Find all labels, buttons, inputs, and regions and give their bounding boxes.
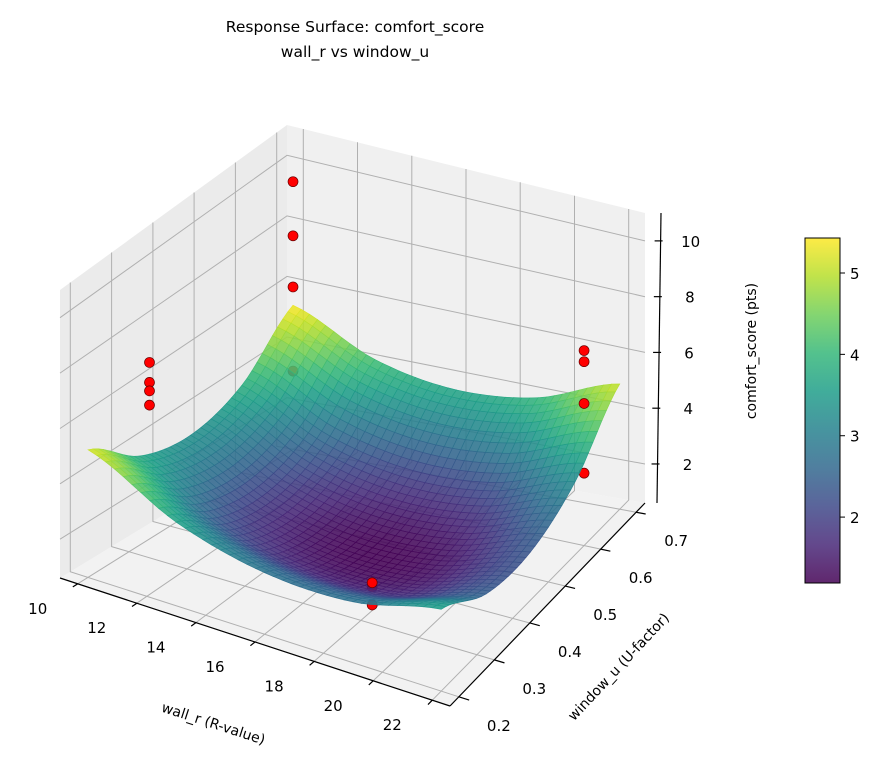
y-tick bbox=[458, 696, 470, 701]
surface bbox=[87, 304, 621, 610]
x-tick-label: 10 bbox=[28, 600, 47, 618]
colorbar: 2 3 4 5 bbox=[804, 237, 860, 584]
z-gridline bbox=[59, 275, 646, 429]
y-tick-label: 0.6 bbox=[629, 569, 653, 587]
x-tick-label: 20 bbox=[324, 697, 343, 715]
colorbar-tick-label: 3 bbox=[850, 428, 860, 446]
x-tick bbox=[72, 583, 79, 588]
colorbar-tick-label: 4 bbox=[850, 346, 860, 364]
scatter-point bbox=[144, 385, 155, 397]
colorbar-tick-label: 5 bbox=[850, 265, 860, 283]
x-tick-label: 16 bbox=[205, 658, 224, 676]
scatter-point bbox=[578, 345, 590, 356]
x-gridline bbox=[431, 209, 630, 701]
axis-lines: 10 12 14 16 18 20 22 0.2 0.3 0.4 0.5 0.6 0.7 2 4 6 8 10 bbox=[28, 212, 700, 735]
colorbar-tick-label: 2 bbox=[850, 509, 860, 527]
y-tick-label: 0.2 bbox=[487, 717, 511, 735]
visible-scatter-points bbox=[144, 176, 590, 589]
x-axis-label: wall_r (R-value) bbox=[159, 700, 267, 749]
chart-title: Response Surface: comfort_score bbox=[226, 18, 484, 37]
y-tick-label: 0.7 bbox=[664, 532, 688, 550]
y-gridline bbox=[69, 282, 460, 698]
surface-patch bbox=[431, 604, 447, 610]
scatter-point bbox=[144, 399, 155, 411]
y-tick bbox=[565, 585, 576, 590]
colorbar-fill bbox=[804, 237, 841, 584]
y-tick bbox=[494, 659, 505, 664]
y-gridline bbox=[111, 252, 495, 661]
z-tick-label: 6 bbox=[684, 344, 694, 362]
y-tick-label: 0.5 bbox=[593, 606, 617, 624]
y-tick-label: 0.3 bbox=[522, 680, 546, 698]
y-tick bbox=[636, 511, 646, 515]
y-axis-label: window_u (U-factor) bbox=[565, 610, 673, 724]
y-tick-label: 0.4 bbox=[558, 643, 582, 661]
x-gridline bbox=[372, 195, 575, 682]
x-tick bbox=[250, 641, 256, 647]
z-tick-label: 8 bbox=[685, 289, 695, 307]
z-gridline bbox=[59, 154, 646, 319]
x-tick bbox=[190, 622, 197, 627]
y-axis-line bbox=[449, 502, 646, 707]
x-tick-label: 22 bbox=[383, 716, 402, 734]
x-tick bbox=[427, 699, 433, 705]
x-tick-label: 14 bbox=[146, 639, 165, 657]
z-tick-label: 10 bbox=[681, 233, 700, 251]
z-tick-label: 2 bbox=[683, 456, 693, 474]
x-tick bbox=[368, 680, 374, 686]
scatter-point bbox=[366, 577, 378, 589]
scatter-point bbox=[287, 281, 299, 293]
x-tick bbox=[131, 602, 138, 607]
x-tick-label: 12 bbox=[87, 619, 106, 637]
z-tick-label: 4 bbox=[684, 400, 694, 418]
chart-subtitle: wall_r vs window_u bbox=[281, 43, 429, 62]
y-tick bbox=[529, 622, 540, 627]
scatter-point bbox=[144, 357, 155, 368]
scatter-point bbox=[287, 176, 299, 188]
scatter-point bbox=[578, 398, 590, 409]
scatter-point bbox=[578, 356, 590, 368]
scatter-point bbox=[287, 230, 299, 242]
x-tick-label: 18 bbox=[265, 677, 284, 695]
z-axis-line bbox=[656, 212, 662, 504]
z-gridline bbox=[59, 215, 646, 374]
y-tick bbox=[600, 548, 611, 552]
x-tick bbox=[309, 660, 315, 666]
z-axis-label: comfort_score (pts) bbox=[744, 283, 760, 419]
